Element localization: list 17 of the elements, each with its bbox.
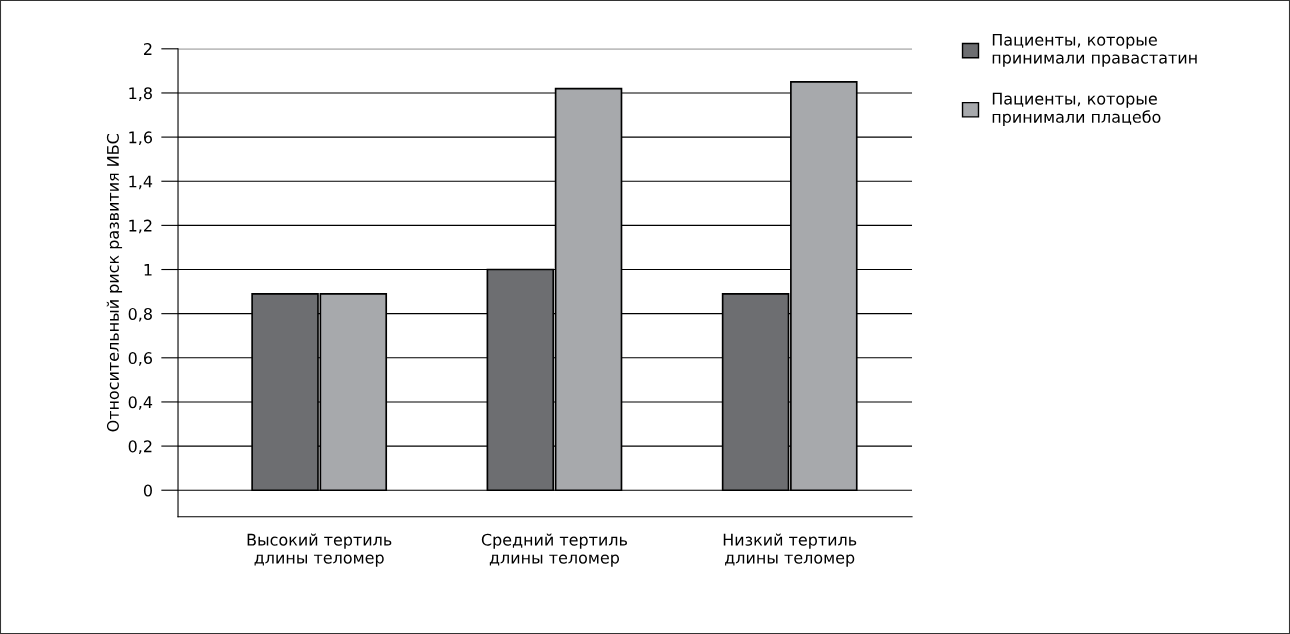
y-tick-label: 1,6 [129, 131, 153, 146]
y-tick-label: 0,4 [128, 396, 153, 410]
y-tick-label: 0,8 [128, 307, 152, 322]
legend-label: Пациенты, которые принимали плацебо [992, 92, 1161, 126]
y-tick-label: 0 [143, 484, 152, 497]
x-tick-label: Низкий тертиль длины теломер [723, 533, 857, 567]
x-tick-label: Средний тертиль длины теломер [481, 533, 627, 567]
y-tick-label: 1,2 [129, 219, 152, 234]
y-tick-label: 1 [144, 263, 152, 276]
legend-label: Пациенты, которые принимали правастатин [992, 33, 1197, 67]
y-tick-label: 1,4 [129, 175, 153, 190]
x-tick-label: Высокий тертиль длины теломер [247, 533, 392, 567]
y-tick-label: 2 [144, 43, 152, 55]
y-axis-title: Относительный риск развития ИБС [106, 134, 123, 432]
y-tick-label: 0,6 [128, 352, 153, 366]
y-tick-label: 0,2 [128, 440, 152, 455]
y-tick-label: 1,8 [129, 87, 152, 101]
